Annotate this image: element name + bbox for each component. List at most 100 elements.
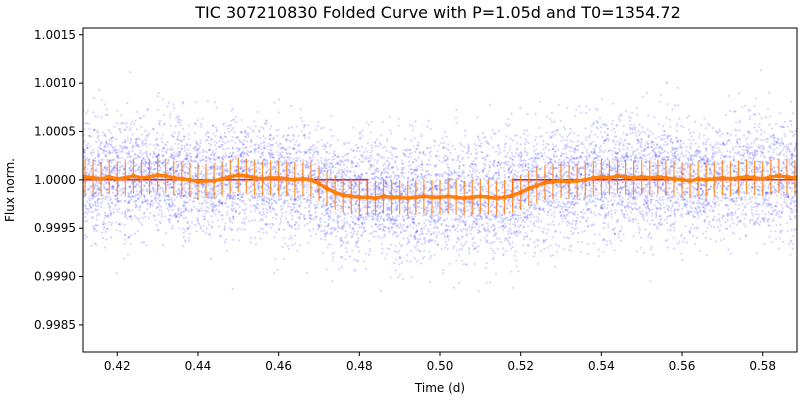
scatter-point xyxy=(628,126,632,129)
scatter-point xyxy=(755,137,758,140)
scatter-point xyxy=(598,116,602,119)
scatter-point xyxy=(464,134,467,137)
scatter-point xyxy=(750,206,753,209)
scatter-point xyxy=(737,207,740,210)
scatter-point xyxy=(666,134,670,137)
scatter-point xyxy=(597,159,600,162)
scatter-point xyxy=(571,232,574,236)
scatter-point xyxy=(304,206,307,209)
scatter-point xyxy=(314,150,317,153)
scatter-point xyxy=(420,160,423,163)
scatter-point xyxy=(328,162,331,165)
scatter-point xyxy=(686,116,689,119)
scatter-point xyxy=(265,159,268,162)
scatter-point xyxy=(775,237,778,240)
scatter-point xyxy=(744,149,747,152)
scatter-point xyxy=(450,225,453,229)
scatter-point xyxy=(168,209,171,212)
scatter-point xyxy=(305,163,309,166)
scatter-point xyxy=(281,246,284,249)
scatter-point xyxy=(210,224,213,228)
scatter-point xyxy=(237,227,240,230)
scatter-point xyxy=(210,138,213,142)
scatter-point xyxy=(468,170,471,173)
scatter-point xyxy=(382,164,385,167)
scatter-point xyxy=(469,232,472,235)
scatter-point xyxy=(241,162,244,165)
scatter-point xyxy=(495,150,498,153)
scatter-point xyxy=(555,174,558,177)
scatter-point xyxy=(277,228,281,232)
scatter-point xyxy=(379,289,383,293)
scatter-point xyxy=(457,223,460,227)
scatter-point xyxy=(130,182,133,185)
scatter-point xyxy=(751,196,754,199)
scatter-point xyxy=(604,184,608,187)
scatter-point xyxy=(449,208,452,211)
scatter-point xyxy=(488,169,491,172)
scatter-point xyxy=(525,140,528,144)
scatter-point xyxy=(585,138,588,142)
scatter-point xyxy=(740,158,743,161)
scatter-point xyxy=(676,104,679,107)
scatter-point xyxy=(443,185,446,188)
scatter-point xyxy=(403,137,406,140)
scatter-point xyxy=(166,181,169,184)
scatter-point xyxy=(715,141,718,144)
scatter-point xyxy=(702,141,705,144)
scatter-point xyxy=(326,212,330,216)
scatter-point xyxy=(383,235,386,238)
scatter-point xyxy=(658,154,661,157)
scatter-point xyxy=(498,237,501,240)
scatter-point xyxy=(595,156,598,159)
scatter-point xyxy=(180,140,184,143)
scatter-point xyxy=(209,196,213,199)
scatter-point xyxy=(414,173,417,176)
scatter-point xyxy=(136,154,139,157)
scatter-point xyxy=(221,218,224,221)
scatter-point xyxy=(750,212,754,215)
scatter-point xyxy=(434,240,437,243)
scatter-point xyxy=(670,182,673,185)
scatter-point xyxy=(498,147,501,150)
scatter-point xyxy=(592,121,596,124)
scatter-point xyxy=(533,241,536,244)
scatter-point xyxy=(547,204,551,207)
scatter-point xyxy=(523,235,526,238)
scatter-point xyxy=(749,157,752,160)
scatter-point xyxy=(342,242,345,245)
scatter-point xyxy=(660,222,663,225)
scatter-point xyxy=(463,145,466,148)
scatter-point xyxy=(427,219,430,222)
scatter-point xyxy=(757,202,760,205)
scatter-point xyxy=(179,214,182,217)
scatter-point xyxy=(646,154,649,157)
scatter-point xyxy=(98,161,101,164)
scatter-point xyxy=(181,127,185,130)
scatter-point xyxy=(775,224,778,227)
scatter-point xyxy=(388,115,391,118)
scatter-point xyxy=(331,183,334,186)
scatter-point xyxy=(625,133,628,136)
scatter-point xyxy=(418,151,421,154)
scatter-point xyxy=(620,162,623,165)
scatter-point xyxy=(554,195,557,198)
scatter-point xyxy=(652,143,655,146)
scatter-point xyxy=(401,215,405,218)
scatter-point xyxy=(267,202,270,205)
scatter-point xyxy=(677,157,681,160)
scatter-point xyxy=(321,252,324,255)
scatter-point xyxy=(672,236,675,239)
scatter-point xyxy=(429,150,432,153)
scatter-point xyxy=(380,251,384,254)
scatter-point xyxy=(599,148,602,151)
scatter-point xyxy=(674,146,677,149)
scatter-point xyxy=(167,194,170,197)
scatter-point xyxy=(420,133,423,136)
scatter-point xyxy=(446,163,449,166)
scatter-point xyxy=(631,153,635,156)
scatter-point xyxy=(247,220,251,223)
scatter-point xyxy=(453,147,456,151)
scatter-point xyxy=(768,145,771,148)
scatter-point xyxy=(233,207,236,210)
